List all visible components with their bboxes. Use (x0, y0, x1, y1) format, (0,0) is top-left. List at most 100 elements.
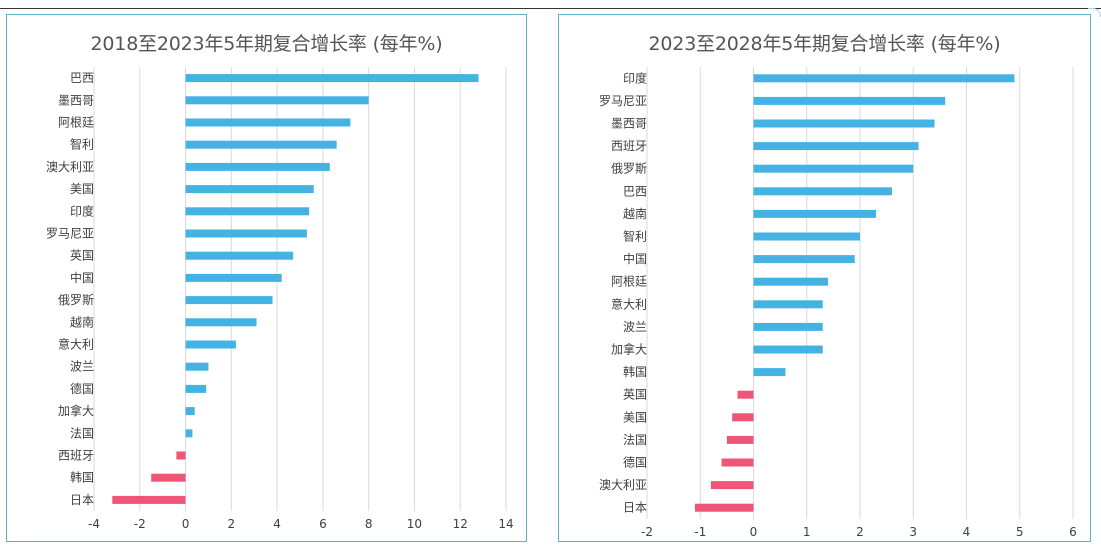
category-label: 墨西哥 (58, 93, 94, 107)
bar (185, 96, 369, 105)
x-tick-label: 6 (319, 517, 327, 531)
chart-panel-left: 2018至2023年5年期复合增长率 (每年%) 巴西 墨西哥 阿根廷 智利 澳大利亚美… (6, 14, 527, 542)
bar (151, 473, 186, 482)
bar (753, 300, 823, 309)
category-label: 中国 (70, 270, 94, 285)
category-label: 意大利 (58, 337, 94, 352)
x-tick-label: 2 (228, 517, 236, 531)
category-label: 印度 (623, 70, 647, 85)
x-tick-label: 2 (856, 525, 864, 539)
bar (753, 119, 935, 128)
top-divider-line (0, 8, 1101, 9)
bar (185, 229, 307, 238)
bar (710, 481, 754, 490)
x-tick-label: 8 (365, 517, 373, 531)
category-label: 英国 (623, 388, 647, 402)
category-label: 巴西 (623, 184, 647, 198)
bar (185, 384, 207, 393)
x-tick-label: 14 (498, 517, 513, 531)
category-label: 英国 (70, 249, 94, 263)
bar (185, 251, 294, 260)
x-tick-label: -1 (694, 525, 706, 539)
bar (753, 322, 823, 331)
category-label: 法国 (70, 426, 94, 440)
x-tick-label: -2 (134, 517, 146, 531)
category-label: 罗马尼亚 (46, 227, 94, 241)
bar (753, 255, 855, 264)
category-label: 韩国 (70, 470, 94, 485)
bar (185, 273, 282, 282)
chart-panel-right: 2023至2028年5年期复合增长率 (每年%) 印度罗马尼亚墨西哥西班牙俄罗斯… (558, 14, 1091, 542)
bar (185, 118, 351, 127)
category-label: 俄罗斯 (58, 293, 94, 307)
bar (185, 340, 236, 349)
category-label: 澳大利亚 (599, 478, 647, 492)
bar (185, 429, 193, 438)
bar (185, 185, 314, 194)
category-label: 阿根廷 (58, 116, 94, 130)
x-tick-label: 12 (453, 517, 468, 531)
category-label: 越南 (623, 206, 647, 221)
category-label: 墨西哥 (611, 117, 647, 131)
category-label: 越南 (70, 314, 94, 329)
bar (185, 362, 209, 371)
bar (753, 164, 914, 173)
category-label: 智利 (623, 229, 647, 244)
x-tick-label: 4 (273, 517, 281, 531)
x-tick-label: -4 (88, 517, 100, 531)
chart-title: 2018至2023年5年期复合增长率 (每年%) (90, 33, 443, 55)
x-tick-label: 5 (1016, 525, 1024, 539)
category-label: 西班牙 (58, 449, 94, 463)
bar (732, 413, 754, 422)
category-label: 波兰 (623, 320, 647, 334)
category-label: 日本 (70, 493, 94, 507)
x-tick-label: 3 (909, 525, 917, 539)
category-label: 加拿大 (611, 342, 647, 357)
bar (176, 451, 186, 460)
bar (753, 187, 892, 196)
bar (721, 458, 754, 467)
bar (737, 390, 754, 399)
bar (753, 209, 876, 218)
bar (185, 407, 195, 416)
category-label: 俄罗斯 (611, 162, 647, 176)
category-label: 加拿大 (58, 403, 94, 418)
bar (753, 142, 919, 151)
bar (753, 232, 860, 241)
x-tick-label: 10 (407, 517, 422, 531)
bar-chart-left: 巴西墨西哥阿根廷智利澳大利亚美国印度罗马尼亚英国中国俄罗斯越南意大利波兰德国加拿… (46, 67, 514, 531)
chart-title: 2023至2028年5年期复合增长率 (每年%) (648, 33, 1001, 55)
bar (753, 96, 946, 105)
bar (753, 368, 786, 377)
bar (753, 277, 829, 286)
category-label: 法国 (623, 433, 647, 447)
category-label: 德国 (70, 381, 94, 396)
x-tick-label: 0 (182, 517, 190, 531)
x-tick-label: 0 (750, 525, 758, 539)
bar (185, 162, 330, 171)
category-label: 波兰 (70, 360, 94, 374)
bar (185, 296, 273, 305)
bar (694, 503, 754, 512)
category-label: 澳大利亚 (46, 160, 94, 174)
category-label: 日本 (623, 501, 647, 515)
bar (112, 495, 186, 504)
bar (726, 435, 754, 444)
category-label: 美国 (623, 410, 647, 424)
category-label: 巴西 (70, 71, 94, 85)
x-tick-label: 4 (963, 525, 971, 539)
category-label: 阿根廷 (611, 275, 647, 289)
bar (185, 207, 310, 216)
bar (185, 318, 257, 327)
x-tick-label: -2 (641, 525, 653, 539)
category-label: 德国 (623, 455, 647, 470)
bar (185, 140, 337, 149)
bar-chart-right: 印度罗马尼亚墨西哥西班牙俄罗斯巴西越南智利中国阿根廷意大利波兰加拿大韩国英国美国… (599, 67, 1077, 539)
category-label: 印度 (70, 203, 94, 218)
category-label: 意大利 (611, 296, 647, 311)
bar (753, 74, 1015, 83)
category-label: 罗马尼亚 (599, 94, 647, 108)
x-tick-label: 1 (803, 525, 811, 539)
category-label: 西班牙 (611, 139, 647, 153)
x-tick-label: 6 (1069, 525, 1077, 539)
